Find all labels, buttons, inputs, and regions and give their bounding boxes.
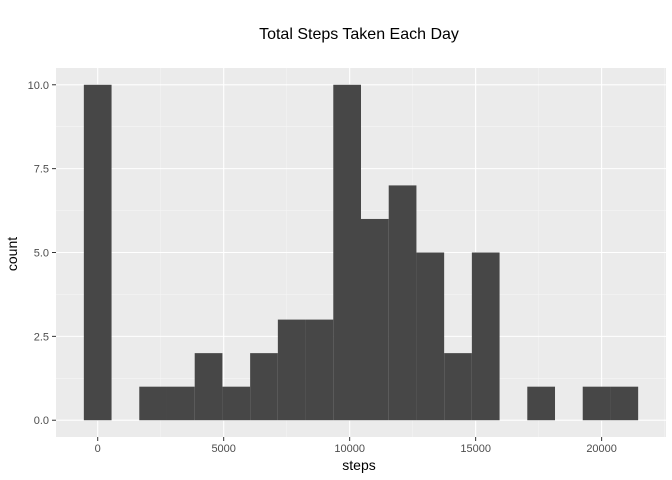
histogram-bar	[250, 353, 278, 421]
histogram-bar	[527, 386, 556, 421]
x-tick-label: 15000	[460, 443, 491, 455]
histogram-bar	[416, 252, 445, 421]
y-axis: 0.0 2.5 5.0 7.5 10.0	[28, 80, 56, 427]
histogram-bar	[83, 84, 112, 421]
histogram-bar	[166, 386, 195, 421]
chart-title: Total Steps Taken Each Day	[259, 26, 459, 43]
histogram-bar	[333, 84, 361, 421]
x-tick-label: 5000	[211, 443, 235, 455]
x-tick-label: 20000	[586, 443, 617, 455]
histogram-bar	[222, 386, 251, 421]
y-tick-label: 5.0	[34, 248, 49, 260]
y-tick-label: 7.5	[34, 164, 49, 176]
histogram-bar	[610, 386, 639, 421]
histogram-bar	[361, 218, 389, 421]
histogram-bar	[277, 319, 306, 421]
x-axis: 0 5000 10000 15000 20000	[95, 437, 617, 455]
y-tick-label: 10.0	[28, 80, 49, 92]
histogram-bar	[388, 185, 417, 421]
histogram-bar	[471, 252, 500, 421]
y-tick-label: 2.5	[34, 331, 49, 343]
histogram-bar	[444, 353, 472, 421]
histogram-bar	[305, 319, 334, 421]
x-axis-label: steps	[342, 457, 375, 473]
x-tick-label: 0	[95, 443, 101, 455]
histogram-bars	[83, 84, 639, 421]
histogram-bar	[582, 386, 611, 421]
histogram-bar	[194, 353, 223, 421]
x-tick-label: 10000	[334, 443, 365, 455]
histogram-bar	[139, 386, 167, 421]
y-axis-label: count	[4, 237, 20, 271]
y-tick-label: 0.0	[34, 415, 49, 427]
